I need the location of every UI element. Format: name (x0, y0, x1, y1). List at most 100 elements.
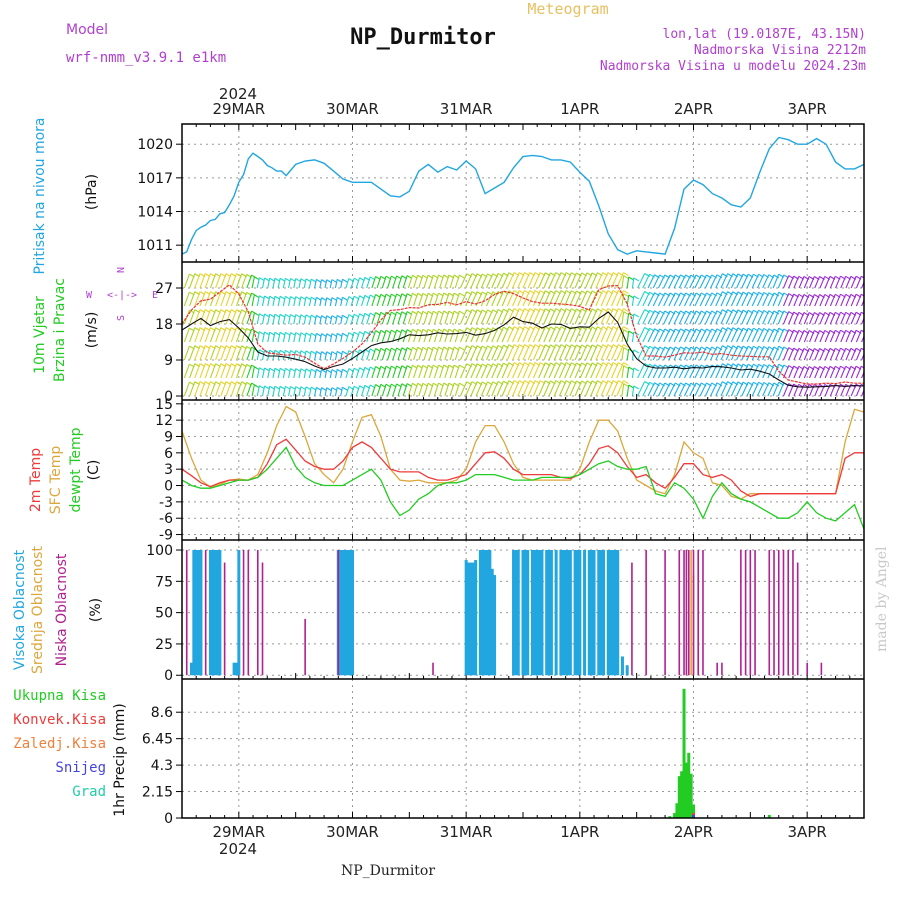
wind-barb (428, 347, 434, 361)
wind-barb (855, 312, 862, 325)
wind-barb (756, 310, 765, 325)
wind-barb (835, 365, 841, 379)
cloud-bar (599, 550, 603, 676)
cloud-bar (690, 550, 692, 676)
wind-barb (527, 308, 536, 325)
wind-barb (433, 274, 440, 289)
wind-barb (267, 296, 271, 307)
wind-barb (220, 273, 227, 289)
wind-barb (564, 308, 572, 325)
wind-barb (803, 312, 810, 325)
wind-barb (673, 364, 681, 379)
wind-barb (392, 365, 398, 379)
wind-barb (407, 311, 413, 325)
wind-barb (261, 277, 266, 289)
wind-barb (600, 308, 609, 325)
wind-barb (308, 297, 312, 307)
wind-barb (694, 292, 702, 307)
wind-barb (824, 276, 831, 289)
wind-barb (251, 366, 255, 379)
wind-barb (657, 364, 666, 379)
wind-barb (637, 345, 646, 361)
wind-barb-flag (628, 384, 634, 389)
wind-barb (569, 362, 577, 379)
wind-barb (392, 383, 398, 397)
wind-barb (183, 291, 190, 307)
wind-barb (611, 380, 619, 397)
wind-barb (189, 309, 196, 325)
wind-barb (793, 294, 800, 307)
wind-barb (220, 291, 227, 307)
wind-barb (850, 366, 857, 379)
wind-barb (235, 363, 243, 379)
cloud-bar (540, 550, 544, 676)
wind-barb (470, 363, 478, 379)
wind-barb (595, 380, 604, 397)
wind-barb (642, 381, 651, 397)
wind-barb (600, 290, 609, 307)
wind-barb (189, 273, 196, 289)
wind-barb (433, 382, 440, 397)
wind-barb (496, 272, 504, 289)
wind-barb (381, 348, 387, 361)
wind-barb (543, 362, 551, 379)
wind-barb (246, 346, 253, 361)
wind-barb-flag (628, 294, 634, 299)
wind-barb (491, 363, 499, 379)
wind-barb (423, 311, 429, 325)
wind-barb (303, 278, 307, 289)
wind-barb (293, 386, 297, 397)
wind-barb (235, 381, 243, 397)
wind-barb (449, 382, 455, 397)
wind-barb (381, 312, 387, 325)
wind-barb (189, 345, 196, 361)
wind-barb (715, 345, 723, 361)
cloud-bar (304, 618, 306, 676)
cloud-bar (687, 550, 690, 676)
wind-barb (282, 278, 286, 289)
wind-barb (350, 368, 355, 379)
wind-barb (199, 363, 206, 379)
y-tick-label: 4.3 (151, 758, 173, 774)
wind-barb (605, 380, 614, 397)
wind-barb (631, 385, 635, 397)
wind-barb (293, 296, 297, 307)
wind-barb (246, 382, 253, 397)
wind-barb (381, 366, 387, 379)
wind-barb (647, 382, 655, 397)
wind-barb (855, 276, 862, 289)
wind-barb (725, 273, 734, 289)
wind-barb (741, 346, 749, 361)
wind-barb (241, 382, 248, 397)
wind-barb (251, 294, 255, 307)
wind-barb (371, 384, 377, 397)
wind-barb (459, 345, 468, 361)
wind-barb (303, 350, 307, 361)
wind-barb (371, 330, 377, 343)
wind-barb (345, 368, 350, 379)
wind-barb (699, 310, 707, 325)
cloud-bar (256, 550, 259, 676)
wind-barb (235, 309, 243, 325)
wind-barb (261, 385, 266, 397)
wind-barb (522, 362, 531, 379)
wind-barb (199, 345, 206, 361)
wind-barb (267, 314, 271, 325)
wind-barb (663, 274, 671, 289)
wind-barb (256, 349, 260, 361)
wind-barb (194, 381, 201, 397)
wind-barb (433, 364, 440, 379)
wind-barb (355, 331, 361, 343)
wind-barb (845, 276, 852, 289)
cloud-bar (199, 550, 203, 676)
wind-barb (527, 290, 536, 307)
wind-barb (715, 309, 723, 325)
wind-barb (699, 346, 707, 361)
wind-barb (496, 380, 504, 397)
wind-barb (819, 312, 826, 325)
wind-barb (730, 327, 739, 343)
wind-barb (736, 327, 744, 343)
panel-pressure: 1011 1014 1017 1020 Pritisak na nivou mora (h… (32, 117, 865, 275)
wind-barb (256, 367, 260, 379)
wind-barb (611, 290, 619, 307)
